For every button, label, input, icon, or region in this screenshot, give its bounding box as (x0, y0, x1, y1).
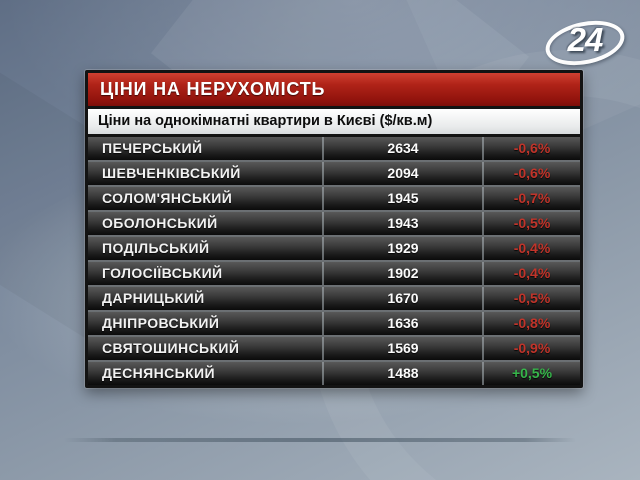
district-name: ШЕВЧЕНКІВСЬКИЙ (102, 165, 241, 181)
table-row: ПЕЧЕРСЬКИЙ 2634 -0,6% (88, 137, 580, 160)
price-value: 1670 (322, 287, 482, 310)
change-value: -0,8% (482, 312, 580, 335)
price-value: 1945 (322, 187, 482, 210)
district-name: ОБОЛОНСЬКИЙ (102, 215, 218, 231)
change-value: -0,4% (482, 262, 580, 285)
price-value: 1943 (322, 212, 482, 235)
change-value: -0,6% (482, 137, 580, 160)
real-estate-panel: ЦІНИ НА НЕРУХОМІСТЬ Ціни на однокімнатні… (85, 70, 583, 388)
table-row: СОЛОМ'ЯНСЬКИЙ 1945 -0,7% (88, 185, 580, 210)
change-value: -0,9% (482, 337, 580, 360)
panel-title: ЦІНИ НА НЕРУХОМІСТЬ (88, 73, 580, 109)
price-table: ПЕЧЕРСЬКИЙ 2634 -0,6% ШЕВЧЕНКІВСЬКИЙ 209… (88, 137, 580, 385)
district-name: СОЛОМ'ЯНСЬКИЙ (102, 190, 233, 206)
change-value: +0,5% (482, 362, 580, 385)
price-value: 2094 (322, 162, 482, 185)
change-value: -0,4% (482, 237, 580, 260)
table-row: ОБОЛОНСЬКИЙ 1943 -0,5% (88, 210, 580, 235)
district-name: ДНІПРОВСЬКИЙ (102, 315, 220, 331)
table-row: ДНІПРОВСЬКИЙ 1636 -0,8% (88, 310, 580, 335)
district-name: ДЕСНЯНСЬКИЙ (102, 365, 215, 381)
change-value: -0,5% (482, 212, 580, 235)
table-row: ДЕСНЯНСЬКИЙ 1488 +0,5% (88, 360, 580, 385)
price-value: 1902 (322, 262, 482, 285)
district-name: ПЕЧЕРСЬКИЙ (102, 140, 203, 156)
change-value: -0,5% (482, 287, 580, 310)
district-name: ГОЛОСІЇВСЬКИЙ (102, 265, 223, 281)
price-value: 1569 (322, 337, 482, 360)
price-value: 1929 (322, 237, 482, 260)
price-value: 2634 (322, 137, 482, 160)
logo-number: 24 (567, 21, 604, 58)
panel-subtitle: Ціни на однокімнатні квартири в Києві ($… (88, 109, 580, 137)
table-row: ШЕВЧЕНКІВСЬКИЙ 2094 -0,6% (88, 160, 580, 185)
divider-line (64, 438, 576, 442)
change-value: -0,7% (482, 187, 580, 210)
table-row: СВЯТОШИНСЬКИЙ 1569 -0,9% (88, 335, 580, 360)
price-value: 1636 (322, 312, 482, 335)
table-row: ДАРНИЦЬКИЙ 1670 -0,5% (88, 285, 580, 310)
channel-24-logo: 24 (541, 14, 629, 72)
table-row: ПОДІЛЬСЬКИЙ 1929 -0,4% (88, 235, 580, 260)
district-name: ПОДІЛЬСЬКИЙ (102, 240, 210, 256)
price-value: 1488 (322, 362, 482, 385)
district-name: ДАРНИЦЬКИЙ (102, 290, 205, 306)
district-name: СВЯТОШИНСЬКИЙ (102, 340, 240, 356)
change-value: -0,6% (482, 162, 580, 185)
table-row: ГОЛОСІЇВСЬКИЙ 1902 -0,4% (88, 260, 580, 285)
